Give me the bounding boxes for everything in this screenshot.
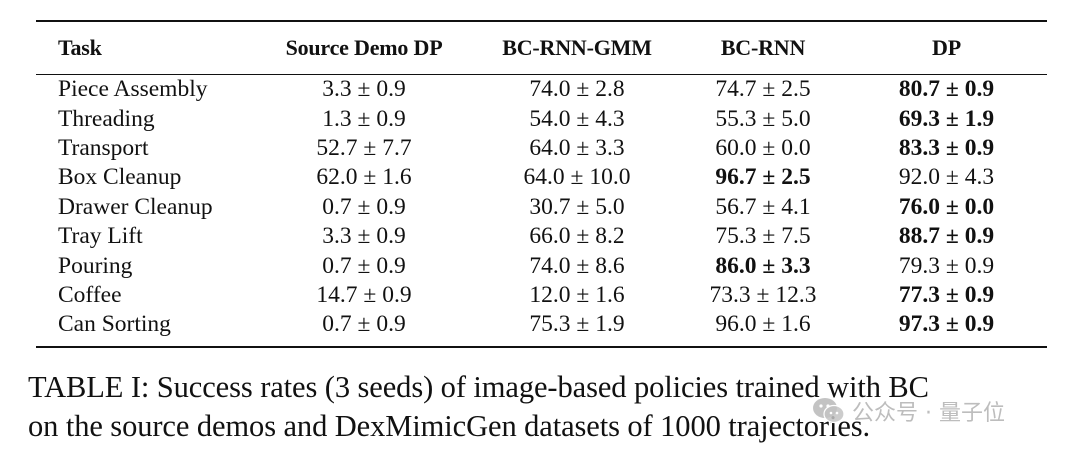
task-name-cell: Box Cleanup — [58, 164, 182, 191]
table-row: Box Cleanup 62.0 ± 1.6 64.0 ± 10.0 96.7 ± 2… — [36, 163, 1047, 192]
result-cell: 52.7 ± 7.7 — [316, 134, 412, 161]
result-cell: 56.7 ± 4.1 — [715, 193, 811, 220]
result-cell: 75.3 ± 1.9 — [529, 311, 625, 338]
result-cell: 54.0 ± 4.3 — [529, 105, 625, 132]
result-cell: 96.7 ± 2.5 — [715, 164, 811, 191]
result-cell: 77.3 ± 0.9 — [898, 281, 995, 308]
table-body: Piece Assembly 3.3 ± 0.9 74.0 ± 2.8 74.7 ± … — [36, 74, 1047, 346]
header-bc-rnn-gmm: BC-RNN-GMM — [502, 35, 652, 60]
result-cell: 86.0 ± 3.3 — [715, 252, 811, 279]
header-source-demo-dp: Source Demo DP — [285, 35, 443, 60]
table-header: Task Source Demo DP BC-RNN-GMM BC-RNN DP — [36, 22, 1047, 75]
header-task: Task — [58, 35, 102, 60]
result-cell: 14.7 ± 0.9 — [316, 281, 412, 308]
result-cell: 75.3 ± 7.5 — [715, 223, 811, 250]
result-cell: 79.3 ± 0.9 — [898, 252, 995, 279]
task-name-cell: Drawer Cleanup — [58, 193, 213, 220]
result-cell: 0.7 ± 0.9 — [322, 193, 406, 220]
task-name-cell: Pouring — [58, 252, 133, 279]
result-cell: 73.3 ± 12.3 — [709, 281, 817, 308]
result-cell: 64.0 ± 3.3 — [529, 134, 625, 161]
table-top-rule — [36, 20, 1047, 22]
result-cell: 62.0 ± 1.6 — [316, 164, 412, 191]
task-name-cell: Threading — [58, 105, 155, 132]
header-dp: DP — [932, 35, 961, 60]
result-cell: 30.7 ± 5.0 — [529, 193, 625, 220]
caption-line-1: TABLE I: Success rates (3 seeds) of imag… — [28, 370, 929, 404]
table-row: Can Sorting 0.7 ± 0.9 75.3 ± 1.9 96.0 ± 1.6… — [36, 310, 1047, 345]
result-cell: 97.3 ± 0.9 — [898, 311, 995, 338]
result-cell: 0.7 ± 0.9 — [322, 252, 406, 279]
result-cell: 74.0 ± 8.6 — [529, 252, 625, 279]
results-table-container: Task Source Demo DP BC-RNN-GMM BC-RNN DP… — [36, 20, 1047, 348]
result-cell: 0.7 ± 0.9 — [322, 311, 406, 338]
result-cell: 69.3 ± 1.9 — [898, 105, 995, 132]
table-row: Piece Assembly 3.3 ± 0.9 74.0 ± 2.8 74.7 ± … — [36, 75, 1047, 104]
header-bc-rnn: BC-RNN — [720, 35, 806, 60]
result-cell: 74.7 ± 2.5 — [715, 76, 811, 103]
table-row: Transport 52.7 ± 7.7 64.0 ± 3.3 60.0 ± 0.0 8… — [36, 134, 1047, 163]
table-caption: TABLE I: Success rates (3 seeds) of imag… — [28, 368, 1068, 446]
result-cell: 3.3 ± 0.9 — [322, 76, 406, 103]
table-mid-rule — [36, 74, 1047, 75]
caption-line-2: on the source demos and DexMimicGen data… — [28, 409, 871, 443]
header-row: Task Source Demo DP BC-RNN-GMM BC-RNN DP — [36, 22, 1047, 75]
result-cell: 66.0 ± 8.2 — [529, 223, 625, 250]
watermark-text: 公众号 · 量子位 — [852, 401, 1005, 426]
task-name-cell: Can Sorting — [58, 311, 171, 338]
results-table: Task Source Demo DP BC-RNN-GMM BC-RNN DP… — [36, 22, 1047, 346]
result-cell: 96.0 ± 1.6 — [715, 311, 811, 338]
result-cell: 64.0 ± 10.0 — [523, 164, 631, 191]
result-cell: 74.0 ± 2.8 — [529, 76, 625, 103]
task-name-cell: Piece Assembly — [58, 76, 208, 103]
table-row: Drawer Cleanup 0.7 ± 0.9 30.7 ± 5.0 56.7 ± … — [36, 193, 1047, 222]
result-cell: 60.0 ± 0.0 — [715, 134, 811, 161]
wechat-icon — [812, 397, 846, 425]
result-cell: 88.7 ± 0.9 — [898, 223, 995, 250]
result-cell: 83.3 ± 0.9 — [898, 134, 995, 161]
watermark: 公众号 · 量子位 — [812, 393, 1005, 429]
table-bottom-rule — [36, 345, 1047, 348]
result-cell: 76.0 ± 0.0 — [898, 193, 995, 220]
table-row: Coffee 14.7 ± 0.9 12.0 ± 1.6 73.3 ± 12.3 77.… — [36, 281, 1047, 310]
table-row: Pouring 0.7 ± 0.9 74.0 ± 8.6 86.0 ± 3.3 79.3… — [36, 251, 1047, 280]
result-cell: 92.0 ± 4.3 — [898, 164, 995, 191]
result-cell: 55.3 ± 5.0 — [715, 105, 811, 132]
table-row: Threading 1.3 ± 0.9 54.0 ± 4.3 55.3 ± 5.0 69… — [36, 104, 1047, 133]
result-cell: 12.0 ± 1.6 — [529, 281, 625, 308]
task-name-cell: Tray Lift — [58, 223, 143, 250]
result-cell: 80.7 ± 0.9 — [898, 76, 995, 103]
result-cell: 1.3 ± 0.9 — [322, 105, 406, 132]
task-name-cell: Transport — [58, 134, 149, 161]
table-row: Tray Lift 3.3 ± 0.9 66.0 ± 8.2 75.3 ± 7.5 88… — [36, 222, 1047, 251]
result-cell: 3.3 ± 0.9 — [322, 223, 406, 250]
task-name-cell: Coffee — [58, 281, 122, 308]
